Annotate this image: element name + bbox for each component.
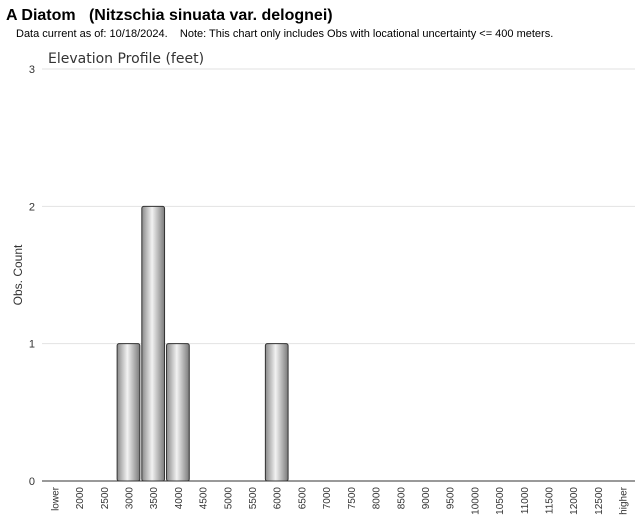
bar xyxy=(116,343,141,482)
y-axis-label: Obs. Count xyxy=(11,244,25,305)
x-tick-label: 11000 xyxy=(520,487,531,515)
x-tick-label: 10000 xyxy=(470,487,481,515)
x-tick-label: 7500 xyxy=(347,487,358,510)
x-tick-label: 7000 xyxy=(322,487,333,510)
y-tick-label: 3 xyxy=(29,64,35,76)
page-title: A Diatom (Nitzschia sinuata var. delogne… xyxy=(6,7,333,24)
bar xyxy=(141,205,166,482)
x-tick-label: 8000 xyxy=(372,487,383,510)
x-tick-label: 12500 xyxy=(594,487,605,515)
subtitle: Data current as of: 10/18/2024. Note: Th… xyxy=(16,28,553,40)
x-tick-label: lower xyxy=(50,486,61,511)
x-tick-label: 6500 xyxy=(297,487,308,510)
x-tick-label: 5500 xyxy=(248,487,259,510)
bar xyxy=(264,343,289,482)
x-tick-label: 4000 xyxy=(174,487,185,510)
x-tick-label: 12000 xyxy=(569,487,580,515)
y-tick-label: 0 xyxy=(29,476,35,488)
x-tick-label: 10500 xyxy=(495,487,506,515)
chart-title: Elevation Profile (feet) xyxy=(48,51,204,67)
x-tick-label: 4500 xyxy=(199,487,210,510)
x-tick-label: 9000 xyxy=(421,487,432,510)
x-tick-label: 9500 xyxy=(446,487,457,510)
x-tick-label: 3000 xyxy=(124,487,135,510)
x-tick-label: 11500 xyxy=(545,487,556,515)
x-tick-label: 8500 xyxy=(396,487,407,510)
bar xyxy=(166,343,190,482)
y-tick-label: 2 xyxy=(29,201,35,213)
x-tick-label: 2500 xyxy=(100,487,111,510)
x-tick-label: 5000 xyxy=(223,487,234,510)
x-tick-label: higher xyxy=(619,486,630,514)
x-tick-label: 6000 xyxy=(273,487,284,510)
y-tick-label: 1 xyxy=(29,339,35,351)
x-tick-label: 2000 xyxy=(75,487,86,510)
x-tick-label: 3500 xyxy=(149,487,160,510)
